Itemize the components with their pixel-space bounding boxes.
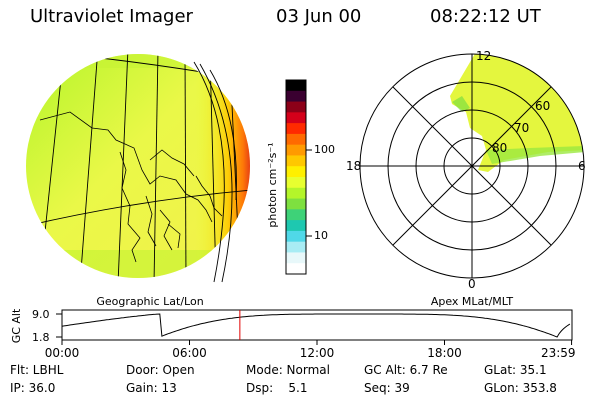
globe-disk	[26, 54, 250, 278]
mlt-label-0: 0	[468, 277, 476, 291]
colorbar-cell	[286, 220, 306, 232]
geographic-label: Geographic Lat/Lon	[96, 295, 203, 308]
colorbar-tick-label-10: 10	[314, 229, 328, 242]
horizon-arcs	[193, 61, 237, 283]
info-door: Door: Open	[126, 363, 195, 377]
colorbar-cell	[286, 155, 306, 167]
info-glon: GLon: 353.8	[484, 381, 557, 395]
info-gc-alt: GC Alt: 6.7 Re	[364, 363, 448, 377]
colorbar-cell	[286, 187, 306, 200]
altitude-x-tick-label: 12:00	[300, 346, 335, 360]
colorbar-cell	[286, 166, 306, 178]
colorbar-cell	[286, 209, 306, 221]
colorbar-cell	[286, 230, 306, 243]
polar-axis-diag-2	[392, 86, 552, 246]
altitude-ytick-label-top: 9.0	[32, 308, 50, 321]
colorbar-cell	[286, 133, 306, 146]
time-label: 08:22:12 UT	[430, 6, 541, 27]
mlat-label-80: 80	[492, 141, 507, 155]
colorbar-tick-label-100: 100	[314, 143, 335, 156]
colorbar-cell	[286, 90, 306, 103]
info-gain: Gain: 13	[126, 381, 177, 395]
coastlines	[39, 111, 223, 263]
altitude-x-tick-label: 18:00	[427, 346, 462, 360]
polar-plot: 12 18 6 0 60 70 80	[346, 49, 586, 291]
altitude-plot: 9.0 1.8 GC Alt 00:00 06:00 12:00 18:00 23:59	[10, 308, 576, 360]
mlt-label-12: 12	[476, 49, 491, 63]
colorbar-cell	[286, 252, 306, 264]
colorbar-cell	[286, 101, 306, 113]
altitude-x-tick-label: 00:00	[45, 346, 80, 360]
info-glat: GLat: 35.1	[484, 363, 547, 377]
info-ip: IP: 36.0	[10, 381, 56, 395]
altitude-x-tick-label: 06:00	[172, 346, 207, 360]
mlt-label-18: 18	[346, 159, 361, 173]
colorbar-cell	[286, 144, 306, 156]
apex-label: Apex MLat/MLT	[431, 295, 514, 308]
altitude-ytick-label-bottom: 1.8	[32, 331, 50, 344]
colorbar-cell	[286, 263, 306, 275]
altitude-x-ticks	[61, 340, 573, 345]
mlat-label-60: 60	[535, 99, 550, 113]
altitude-ylabel: GC Alt	[10, 308, 23, 343]
colorbar: 100 10 photon cm⁻²s⁻¹	[266, 79, 335, 275]
geographic-globe	[26, 54, 250, 283]
info-dsp: Dsp: 5.1	[246, 381, 308, 395]
altitude-x-labels: 00:00 06:00 12:00 18:00 23:59	[45, 346, 576, 360]
colorbar-cell	[286, 177, 306, 189]
colorbar-cell	[286, 198, 306, 210]
altitude-x-tick-label: 23:59	[541, 346, 576, 360]
colorbar-cell	[286, 80, 306, 92]
colorbar-frame	[285, 79, 307, 275]
colorbar-cell	[286, 241, 306, 253]
info-seq: Seq: 39	[364, 381, 410, 395]
colorbar-cells	[286, 80, 306, 275]
instrument-title: Ultraviolet Imager	[30, 6, 193, 27]
mlat-label-70: 70	[514, 121, 529, 135]
info-flt: Flt: LBHL	[10, 363, 64, 377]
mlt-label-6: 6	[578, 159, 586, 173]
colorbar-unit-label: photon cm⁻²s⁻¹	[266, 142, 279, 227]
date-label: 03 Jun 00	[276, 6, 362, 27]
colorbar-cell	[286, 112, 306, 124]
colorbar-cell	[286, 123, 306, 135]
info-mode: Mode: Normal	[246, 363, 330, 377]
altitude-curve	[61, 313, 571, 338]
